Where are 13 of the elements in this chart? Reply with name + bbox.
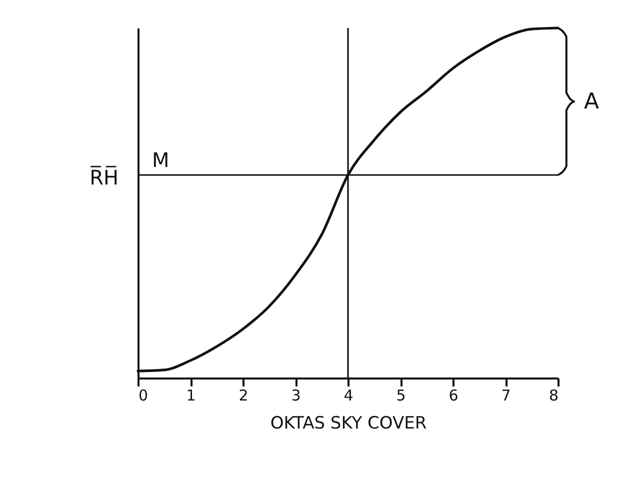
x-tick-label: 4	[344, 386, 354, 404]
x-tick-label: 3	[291, 386, 301, 404]
text: A	[584, 90, 600, 114]
x-tick-label: 1	[186, 386, 196, 404]
x-tick-label: 6	[448, 386, 458, 404]
x-tick-label: 7	[501, 386, 511, 404]
ref-line-label: M	[152, 148, 170, 172]
x-tick-label: 2	[238, 386, 248, 404]
y-axis-title: R̅H̅	[90, 164, 118, 190]
x-axis-title: OKTAS SKY COVER	[270, 414, 427, 434]
x-tick-label: 8	[548, 386, 558, 404]
x-tick-label: 0	[138, 386, 148, 404]
x-tick-label: 5	[396, 386, 406, 404]
